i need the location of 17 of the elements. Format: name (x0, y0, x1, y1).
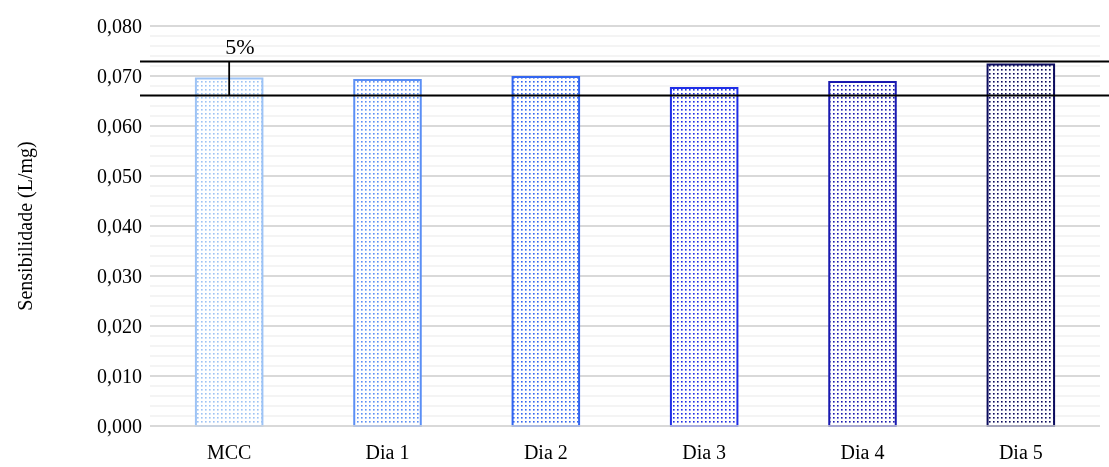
y-tick-label: 0,020 (97, 315, 142, 337)
y-tick-label: 0,050 (97, 165, 142, 187)
x-tick-label: MCC (206, 441, 252, 463)
y-tick-label: 0,000 (97, 415, 142, 437)
y-tick-label: 0,030 (97, 265, 142, 287)
y-axis-title: Sensibilidade (L/mg) (14, 141, 37, 311)
x-tick-label: Dia 1 (365, 441, 410, 463)
y-tick-label: 0,010 (97, 365, 142, 387)
y-tick-label: 0,070 (97, 65, 142, 87)
x-tick-label: Dia 3 (682, 441, 727, 463)
y-tick-label: 0,060 (97, 115, 142, 137)
annotation: 5% (225, 33, 255, 59)
y-tick-label: 0,040 (97, 215, 142, 237)
x-tick-label: Dia 2 (523, 441, 568, 463)
y-tick-label: 0,080 (97, 15, 142, 37)
x-tick-label: Dia 5 (998, 441, 1043, 463)
x-tick-label: Dia 4 (840, 441, 885, 463)
